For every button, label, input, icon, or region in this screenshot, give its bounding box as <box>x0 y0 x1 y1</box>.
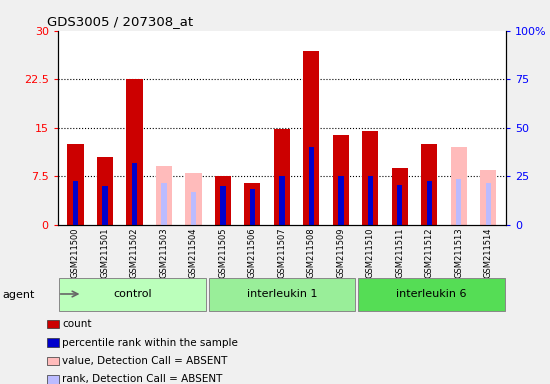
Text: percentile rank within the sample: percentile rank within the sample <box>62 338 238 348</box>
Bar <box>480 170 497 225</box>
Bar <box>456 179 461 225</box>
Text: control: control <box>113 289 152 299</box>
Bar <box>303 51 320 225</box>
Bar <box>450 147 467 225</box>
Bar <box>279 176 284 225</box>
Bar <box>102 186 108 225</box>
Bar <box>427 181 432 225</box>
Bar <box>358 278 504 311</box>
Text: rank, Detection Call = ABSENT: rank, Detection Call = ABSENT <box>62 374 223 384</box>
Bar <box>156 167 172 225</box>
Bar <box>397 185 403 225</box>
Text: interleukin 6: interleukin 6 <box>396 289 466 299</box>
Bar <box>333 136 349 225</box>
Bar <box>215 176 231 225</box>
Bar <box>59 278 206 311</box>
Bar <box>220 186 225 225</box>
Bar <box>161 183 167 225</box>
Bar <box>392 168 408 225</box>
Bar <box>362 131 378 225</box>
Bar <box>338 176 344 225</box>
Bar <box>250 189 255 225</box>
Text: GDS3005 / 207308_at: GDS3005 / 207308_at <box>47 15 193 28</box>
Bar <box>208 278 355 311</box>
Bar <box>132 163 137 225</box>
Bar <box>185 173 201 225</box>
Bar <box>67 144 84 225</box>
Bar <box>309 147 314 225</box>
Text: interleukin 1: interleukin 1 <box>246 289 317 299</box>
Bar <box>486 183 491 225</box>
Bar <box>126 79 142 225</box>
Bar <box>368 176 373 225</box>
Text: agent: agent <box>3 290 35 300</box>
Bar <box>244 183 261 225</box>
Bar <box>274 129 290 225</box>
Bar <box>421 144 437 225</box>
Text: value, Detection Call = ABSENT: value, Detection Call = ABSENT <box>62 356 228 366</box>
Bar <box>191 192 196 225</box>
Bar <box>97 157 113 225</box>
Text: count: count <box>62 319 92 329</box>
Bar <box>73 181 78 225</box>
